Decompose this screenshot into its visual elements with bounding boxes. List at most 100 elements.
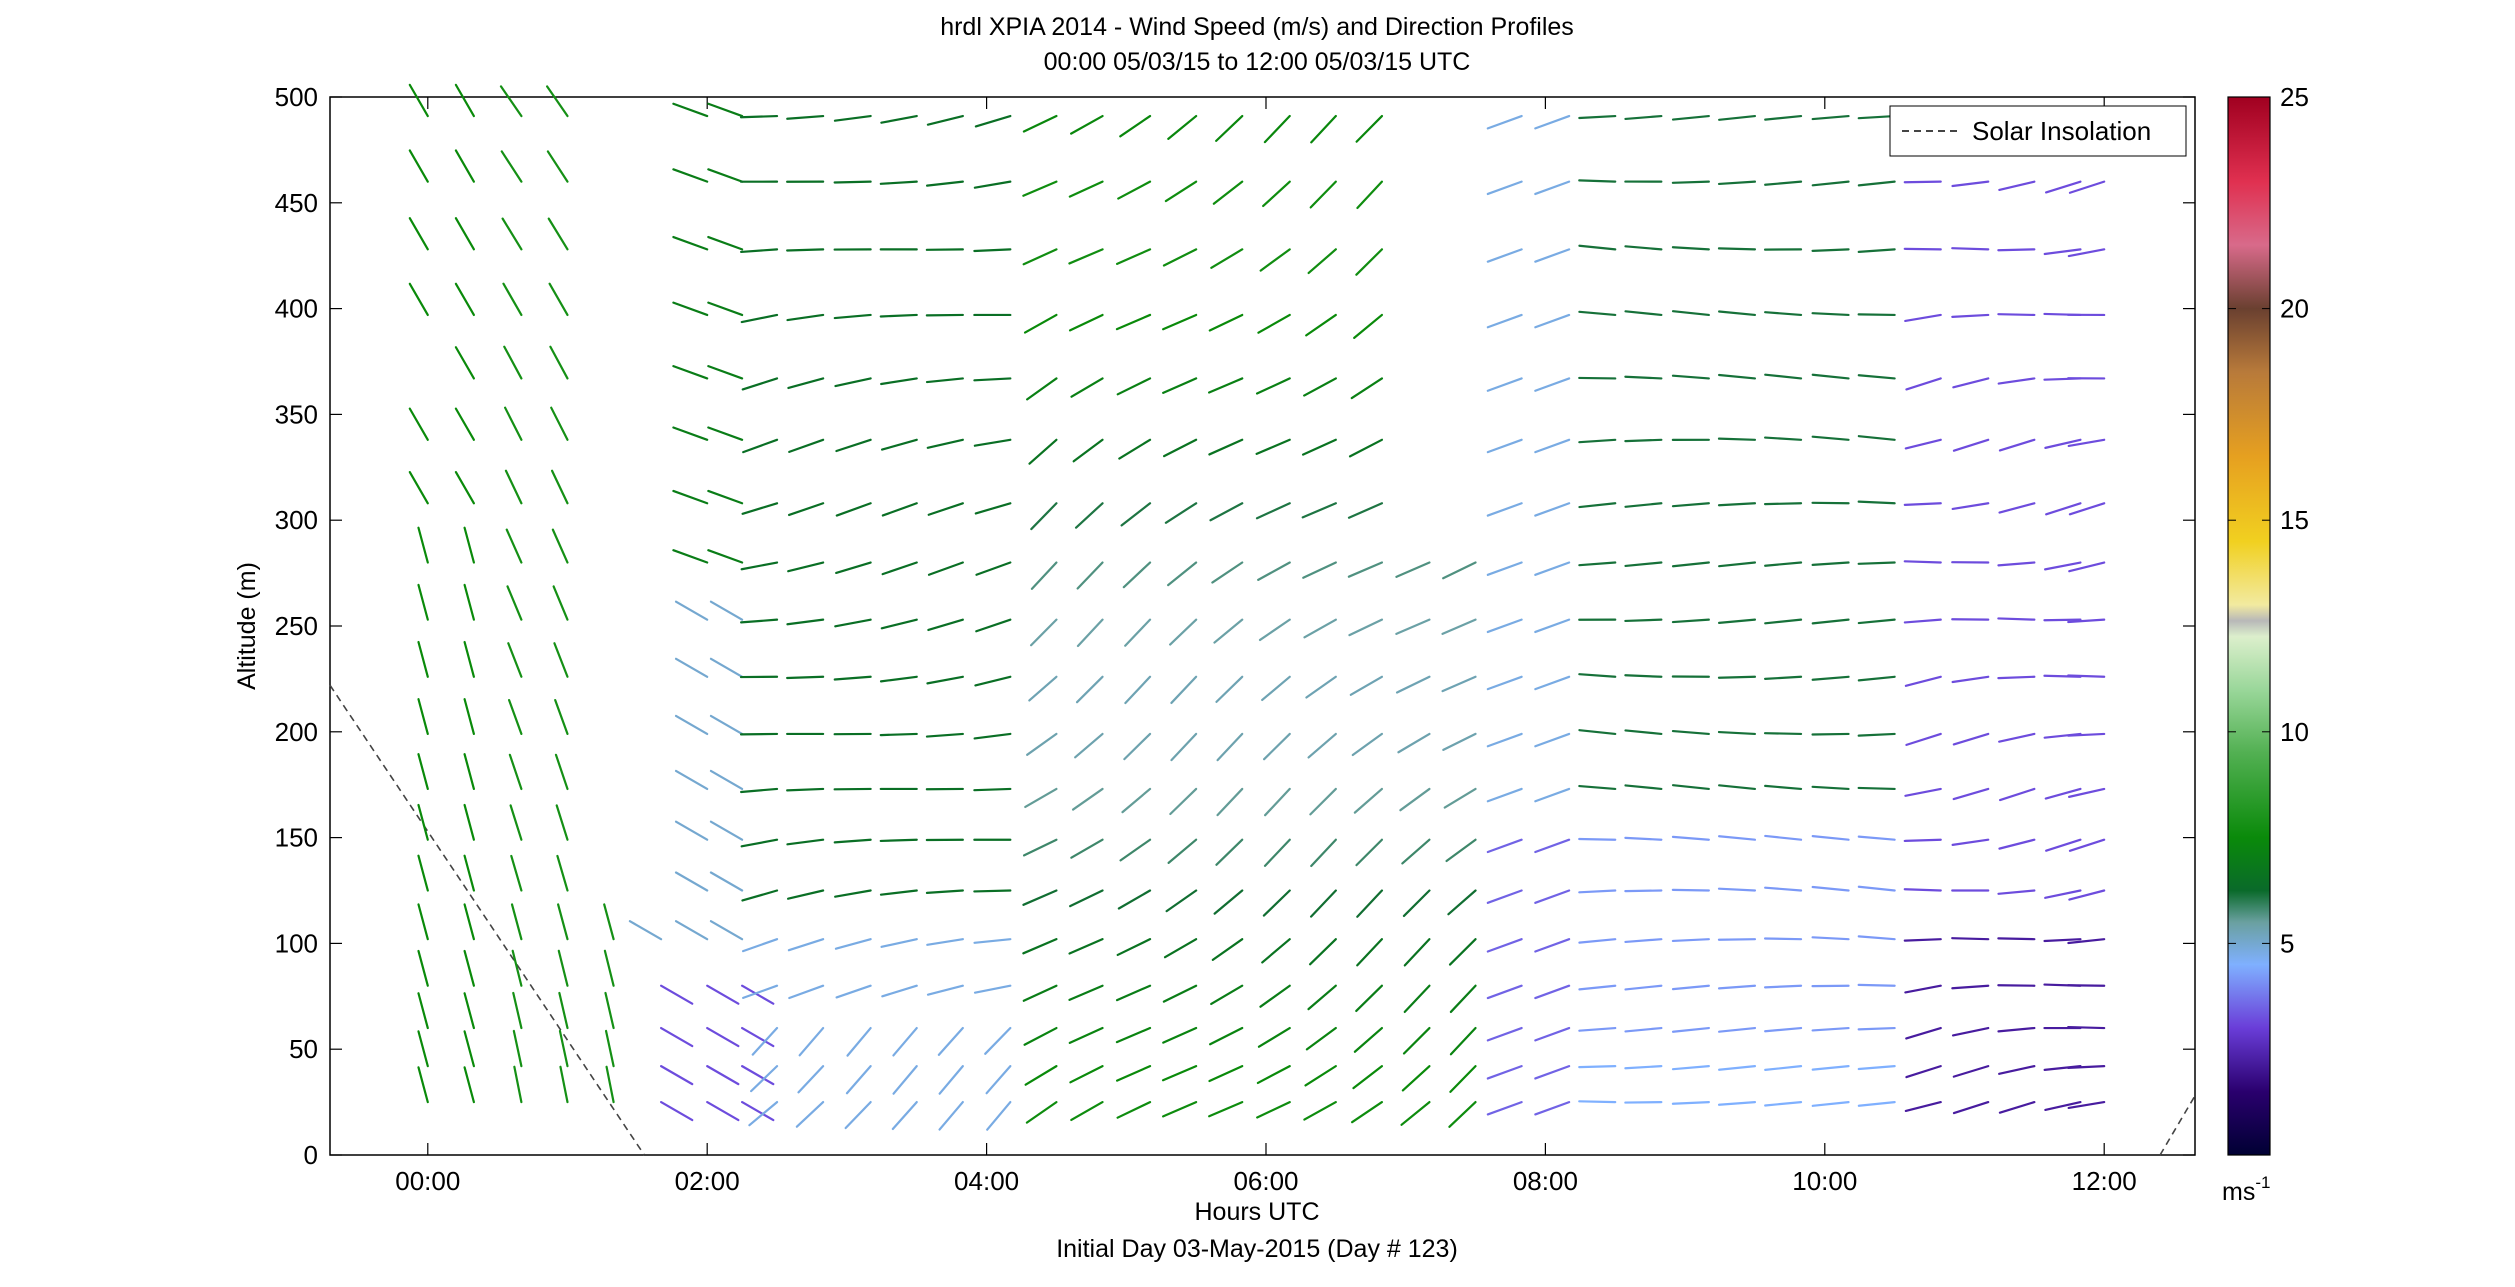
wind-barb	[1448, 891, 1475, 915]
wind-barb	[1813, 937, 1849, 939]
wind-barb	[1535, 182, 1569, 194]
wind-barb	[1535, 249, 1569, 261]
wind-barb	[1488, 1028, 1522, 1040]
wind-barb	[1209, 378, 1242, 392]
wind-barb	[1309, 734, 1336, 757]
wind-barb	[1025, 1028, 1057, 1045]
wind-barb	[975, 677, 1010, 686]
wind-barb	[1999, 1066, 2034, 1074]
wind-barb	[1168, 563, 1196, 586]
wind-barb	[1626, 730, 1662, 733]
wind-barb	[673, 104, 707, 116]
wind-barb	[789, 503, 823, 515]
wind-barb	[1813, 563, 1849, 565]
wind-barb	[711, 873, 742, 891]
wind-barb	[1304, 378, 1336, 395]
wind-barb	[987, 1102, 1010, 1130]
wind-barb	[1719, 1066, 1755, 1070]
wind-barb	[1026, 1066, 1057, 1085]
wind-barb	[1906, 1102, 1941, 1111]
wind-barb	[975, 182, 1010, 188]
wind-barb	[1859, 887, 1895, 891]
wind-barb	[559, 993, 567, 1028]
wind-barb	[787, 677, 823, 678]
wind-barb	[1625, 1066, 1661, 1068]
wind-barb	[1765, 1028, 1801, 1031]
wind-barb	[1488, 563, 1522, 575]
wind-barb	[974, 789, 1010, 790]
wind-barb	[1451, 986, 1476, 1012]
wind-barb	[1349, 620, 1381, 636]
wind-barb	[1164, 249, 1196, 265]
wind-barb	[1118, 1102, 1150, 1118]
wind-barb	[1024, 116, 1057, 131]
y-tick-label: 0	[304, 1140, 318, 1170]
wind-barb	[788, 563, 823, 572]
wind-barb	[1311, 891, 1336, 917]
wind-barb	[928, 440, 963, 448]
wind-barb	[605, 993, 613, 1028]
wind-barb	[676, 716, 707, 734]
wind-barb	[560, 1067, 567, 1102]
wind-barb	[711, 771, 742, 789]
wind-barb	[1311, 182, 1336, 208]
wind-barb	[1859, 249, 1895, 252]
wind-barb	[1309, 249, 1336, 273]
wind-barb	[1535, 840, 1569, 852]
wind-barb	[1071, 840, 1102, 858]
wind-barb	[835, 315, 871, 318]
wind-barb	[1396, 563, 1429, 577]
wind-barb	[1488, 840, 1522, 852]
wind-barb	[1719, 836, 1755, 839]
x-tick-label: 10:00	[1792, 1166, 1857, 1196]
wind-barb	[1719, 439, 1755, 440]
wind-barb	[711, 716, 742, 734]
wind-barb	[547, 86, 567, 116]
wind-barb	[1859, 182, 1895, 186]
wind-barb	[456, 284, 474, 315]
wind-barb	[508, 643, 521, 677]
wind-barb	[1535, 1028, 1569, 1040]
wind-barb	[1443, 563, 1475, 579]
wind-barb	[1905, 561, 1941, 562]
wind-barb	[711, 921, 742, 939]
wind-barb	[1311, 116, 1336, 142]
wind-barb	[661, 1028, 692, 1046]
wind-barb	[1023, 182, 1056, 196]
wind-barb	[883, 503, 917, 515]
wind-barb	[513, 993, 521, 1028]
wind-barb	[1998, 938, 2034, 939]
wind-barb	[2045, 249, 2081, 254]
wind-barb	[1673, 1066, 1709, 1069]
wind-barb	[1403, 1066, 1430, 1090]
wind-barb	[1813, 734, 1849, 735]
wind-barb	[976, 503, 1011, 513]
wind-barb	[1306, 677, 1335, 698]
wind-barb	[882, 440, 917, 450]
wind-barb	[987, 1066, 1011, 1093]
wind-barb	[549, 219, 568, 250]
wind-barb	[1303, 563, 1336, 578]
wind-barb	[741, 620, 777, 623]
y-tick-label: 200	[275, 717, 318, 747]
wind-barb	[1765, 888, 1801, 891]
wind-barb	[465, 805, 474, 840]
wind-barb	[1719, 939, 1755, 940]
wind-barb	[1953, 378, 1988, 387]
wind-barb	[1626, 503, 1662, 507]
wind-barb	[1078, 620, 1103, 646]
wind-barb	[707, 1028, 738, 1046]
x-tick-label: 08:00	[1513, 1166, 1578, 1196]
wind-barb	[456, 85, 474, 116]
wind-barb	[1579, 1066, 1615, 1067]
wind-barb	[510, 755, 522, 789]
wind-barb	[1357, 939, 1382, 965]
wind-barb	[893, 1028, 916, 1055]
wind-barb	[835, 116, 871, 121]
wind-barb	[1123, 789, 1151, 812]
wind-barb	[514, 1031, 522, 1066]
wind-barb	[1117, 1066, 1150, 1081]
wind-barb	[1124, 563, 1150, 588]
wind-barb	[881, 116, 916, 123]
